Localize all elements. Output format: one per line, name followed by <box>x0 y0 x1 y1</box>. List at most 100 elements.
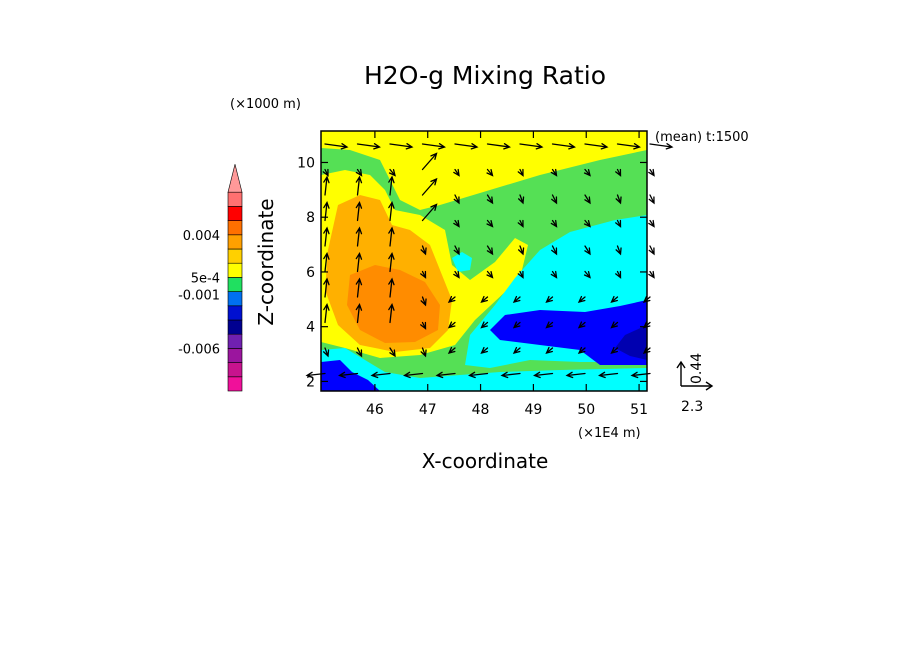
wind-vector <box>615 194 622 205</box>
plot-frame <box>320 130 648 392</box>
wind-vector <box>545 295 554 303</box>
wind-vector <box>610 321 619 329</box>
wind-vector <box>517 270 524 279</box>
wind-vector <box>648 168 655 177</box>
wind-vector <box>519 143 544 150</box>
wind-vector <box>616 143 641 150</box>
wind-vector <box>648 194 655 205</box>
wind-vector <box>388 226 395 247</box>
x-unit-label: (×1E4 m) <box>578 426 641 441</box>
field-region-blue <box>490 300 647 365</box>
x-axis-label: X-coordinate <box>422 449 549 473</box>
x-tick-label: 51 <box>630 402 648 418</box>
wind-vector <box>583 168 591 177</box>
colorbar-label: 0.004 <box>183 229 220 244</box>
field-region-blue-lower <box>321 360 380 391</box>
colorbar-segment <box>227 248 243 264</box>
wind-vector <box>648 219 655 228</box>
colorbar-segment <box>227 291 243 307</box>
wind-vector <box>551 143 576 150</box>
wind-vector <box>421 152 438 171</box>
wind-vector <box>584 194 591 205</box>
annotation-label: (mean) t:1500 <box>655 130 749 145</box>
wind-vector <box>545 346 554 354</box>
x-axis-ticks: 46 47 48 49 50 51 <box>366 131 648 418</box>
wind-vector <box>420 347 427 358</box>
y-unit-label: (×1000 m) <box>230 97 301 112</box>
wind-vector <box>583 270 591 279</box>
colorbar-segment <box>227 262 243 278</box>
wind-vector <box>356 143 381 150</box>
wind-vector <box>598 371 619 379</box>
wind-vector <box>615 270 622 279</box>
wind-vector <box>421 177 438 196</box>
wind-vector <box>486 194 494 205</box>
wind-vector <box>421 203 438 222</box>
wind-vector <box>480 295 489 303</box>
wind-vector <box>642 295 651 303</box>
wind-vector <box>577 321 586 329</box>
wind-vector <box>323 347 330 358</box>
reference-w-label: 0.44 <box>689 353 705 384</box>
wind-vector <box>447 295 456 303</box>
wind-vector <box>435 371 456 379</box>
wind-vector <box>420 270 427 279</box>
wind-vector <box>447 346 456 354</box>
wind-vector <box>577 346 586 354</box>
wind-vector <box>370 371 391 379</box>
colorbar-segment <box>227 319 243 335</box>
wind-vector <box>388 201 395 222</box>
wind-vector <box>355 303 363 324</box>
colorbar-segment <box>227 234 243 250</box>
colorbar-segment <box>227 206 243 221</box>
x-tick-label: 49 <box>524 402 542 418</box>
colorbar-label: 5e-4 <box>191 271 220 286</box>
wind-vector <box>512 295 521 303</box>
field-region-navy <box>615 325 647 360</box>
wind-vector-field <box>305 143 674 379</box>
wind-vector <box>649 143 674 150</box>
colorbar-segment <box>227 362 243 378</box>
wind-vector <box>648 245 655 256</box>
wind-vector <box>420 245 427 256</box>
wind-vector <box>323 226 330 247</box>
wind-vector <box>486 219 494 228</box>
reference-vector-w-head <box>676 360 686 369</box>
wind-vector <box>550 219 558 228</box>
wind-vector <box>486 168 494 177</box>
y-tick-label: 6 <box>306 265 315 281</box>
wind-vector <box>322 168 329 177</box>
wind-vector <box>545 321 554 329</box>
wind-vector <box>584 245 591 256</box>
wind-vector <box>338 371 359 379</box>
y-tick-label: 8 <box>306 210 315 226</box>
wind-vector <box>420 321 427 330</box>
colorbar-segment <box>227 333 243 349</box>
wind-vector <box>551 245 558 256</box>
wind-vector <box>486 245 494 256</box>
wind-vector <box>355 201 363 222</box>
reference-u-label: 2.3 <box>681 399 703 415</box>
wind-vector <box>630 371 651 379</box>
wind-vector <box>453 219 460 228</box>
wind-vector <box>518 245 525 256</box>
wind-vector <box>550 168 558 177</box>
wind-vector <box>533 371 554 379</box>
wind-vector <box>615 219 622 228</box>
wind-vector <box>648 270 655 279</box>
wind-vector <box>453 270 460 279</box>
colorbar-segment <box>227 348 243 363</box>
wind-vector <box>518 194 525 205</box>
wind-vector <box>577 295 586 303</box>
field-region-orange <box>347 265 440 343</box>
wind-vector <box>388 175 395 196</box>
colorbar <box>227 164 243 392</box>
wind-vector <box>615 168 622 177</box>
reference-vector: 2.3 0.44 <box>676 353 714 415</box>
wind-vector <box>512 321 521 329</box>
wind-vector <box>388 168 396 177</box>
colorbar-segment <box>227 277 243 292</box>
colorbar-segment <box>227 376 243 392</box>
wind-vector <box>389 347 396 358</box>
